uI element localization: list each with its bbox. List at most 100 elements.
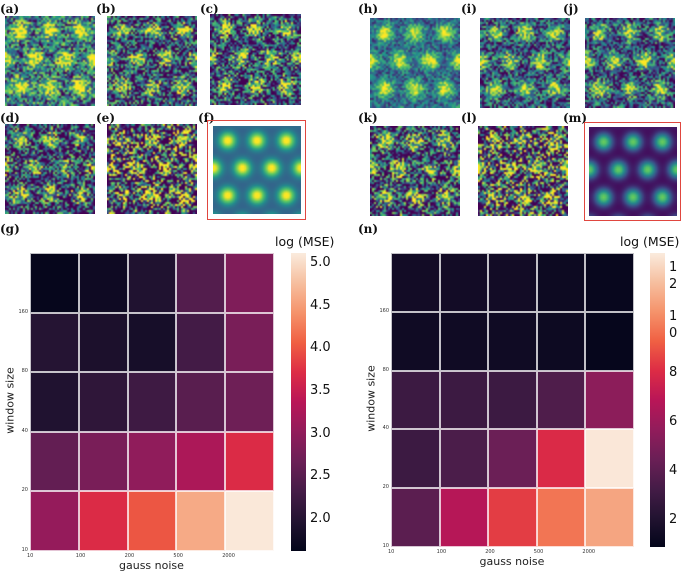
heatmap-cell [488,488,537,547]
y-tick-label: 160 [379,307,389,314]
panel-label-l: (l) [461,111,477,125]
colorbar-tick-label: 2.5 [310,468,331,484]
colorbar-tick-label: 1 [669,308,678,324]
y-tick-label: 20 [382,484,389,491]
heatmap-cell [536,429,586,489]
image-c [210,14,301,105]
heatmap-cell [225,491,274,551]
heatmap-cell [176,253,226,313]
heatmap-cell [30,431,79,492]
heatmap-cell [225,431,274,492]
heatmap-cell [439,429,489,489]
panel-label-m: (m) [563,111,588,125]
heatmap-cell [439,488,489,547]
image-h [370,18,460,108]
heatmap-cell [391,311,440,371]
heatmap-cell [176,491,226,551]
image-m [589,127,677,216]
y-tick-label: 160 [18,308,28,315]
colorbar-tick-label: 4.5 [310,297,331,313]
y-axis-label: window size [3,367,17,434]
x-tick-label: 100 [75,553,86,559]
colorbar-tick-label: 5.0 [310,255,331,271]
heatmap-cell [30,491,79,551]
image-i [480,18,570,108]
heatmap-cell [536,488,586,547]
y-tick-label: 80 [21,368,28,375]
heatmap-cell [127,312,177,373]
heatmap-cell [439,311,489,371]
heatmap-cell [585,253,634,312]
heatmap-cell [391,488,440,547]
heatmap-cell [488,253,537,312]
heatmap-cell [78,312,128,373]
colorbar-tick-label: 4.0 [310,340,331,356]
heatmap-cell [439,253,489,312]
heatmap-cell [78,431,128,492]
panel-label-f: (f) [198,111,215,125]
heatmap-cell [585,370,634,430]
x-tick-label: 10 [388,549,395,555]
x-tick-label: 100 [436,549,447,555]
panel-label-e: (e) [96,111,115,125]
heatmap-cell [127,372,177,432]
panel-label-n: (n) [358,222,379,236]
heatmap-cell [30,253,79,313]
y-tick-label: 20 [21,487,28,494]
image-l [478,126,568,216]
heatmap-cell [536,311,586,371]
x-tick-label: 200 [124,553,135,559]
image-f [213,126,301,214]
colorbar-tick-label: 6 [669,414,678,430]
heatmap-cell [488,311,537,371]
colorbar-tick-label: 8 [669,365,678,381]
heatmap-cell [585,311,634,371]
panel-label-d: (d) [0,111,20,125]
x-axis-label: gauss noise [119,559,184,572]
heatmap-cell [30,372,79,432]
x-tick-label: 10 [27,553,34,559]
x-tick-label: 2000 [222,553,235,559]
heatmap-cell [78,372,128,432]
image-j [585,18,675,108]
panel-label-k: (k) [358,111,378,125]
heatmap-cell [391,429,440,489]
heatmap-cell [225,312,274,373]
heatmap-cell [536,253,586,312]
colorbar [291,253,306,551]
heatmap-cell [78,253,128,313]
panel-label-j: (j) [563,2,579,16]
panel-label-i: (i) [461,2,477,16]
heatmap-cell [176,372,226,432]
colorbar-tick-label: 3.5 [310,382,331,398]
image-e [107,124,197,214]
heatmap-cell [488,370,537,430]
x-tick-label: 500 [533,549,544,555]
image-k [370,126,460,216]
heatmap-cell [127,253,177,313]
y-tick-label: 10 [21,547,28,553]
image-a [5,16,95,106]
colorbar-tick-label: 3.0 [310,425,331,441]
y-axis-label: window size [364,365,378,432]
heatmap-cell [391,253,440,312]
heatmap-cell [78,491,128,551]
panel-label-b: (b) [96,2,116,16]
colorbar-title: log (MSE) [620,234,680,249]
heatmap-cell [176,312,226,373]
colorbar-tick-label: 1 [669,259,678,275]
heatmap-cell [536,370,586,430]
panel-label-c: (c) [200,2,219,16]
heatmap-cell [439,370,489,430]
x-tick-label: 2000 [582,549,596,555]
y-tick-label: 40 [382,425,389,432]
colorbar-title: log (MSE) [275,234,335,249]
x-tick-label: 200 [485,549,495,555]
x-axis-label: gauss noise [479,555,545,568]
image-b [107,16,197,106]
heatmap-cell [488,429,537,489]
highlight-box-m [584,122,681,221]
y-tick-label: 80 [382,366,389,373]
heatmap-cell [585,488,634,547]
